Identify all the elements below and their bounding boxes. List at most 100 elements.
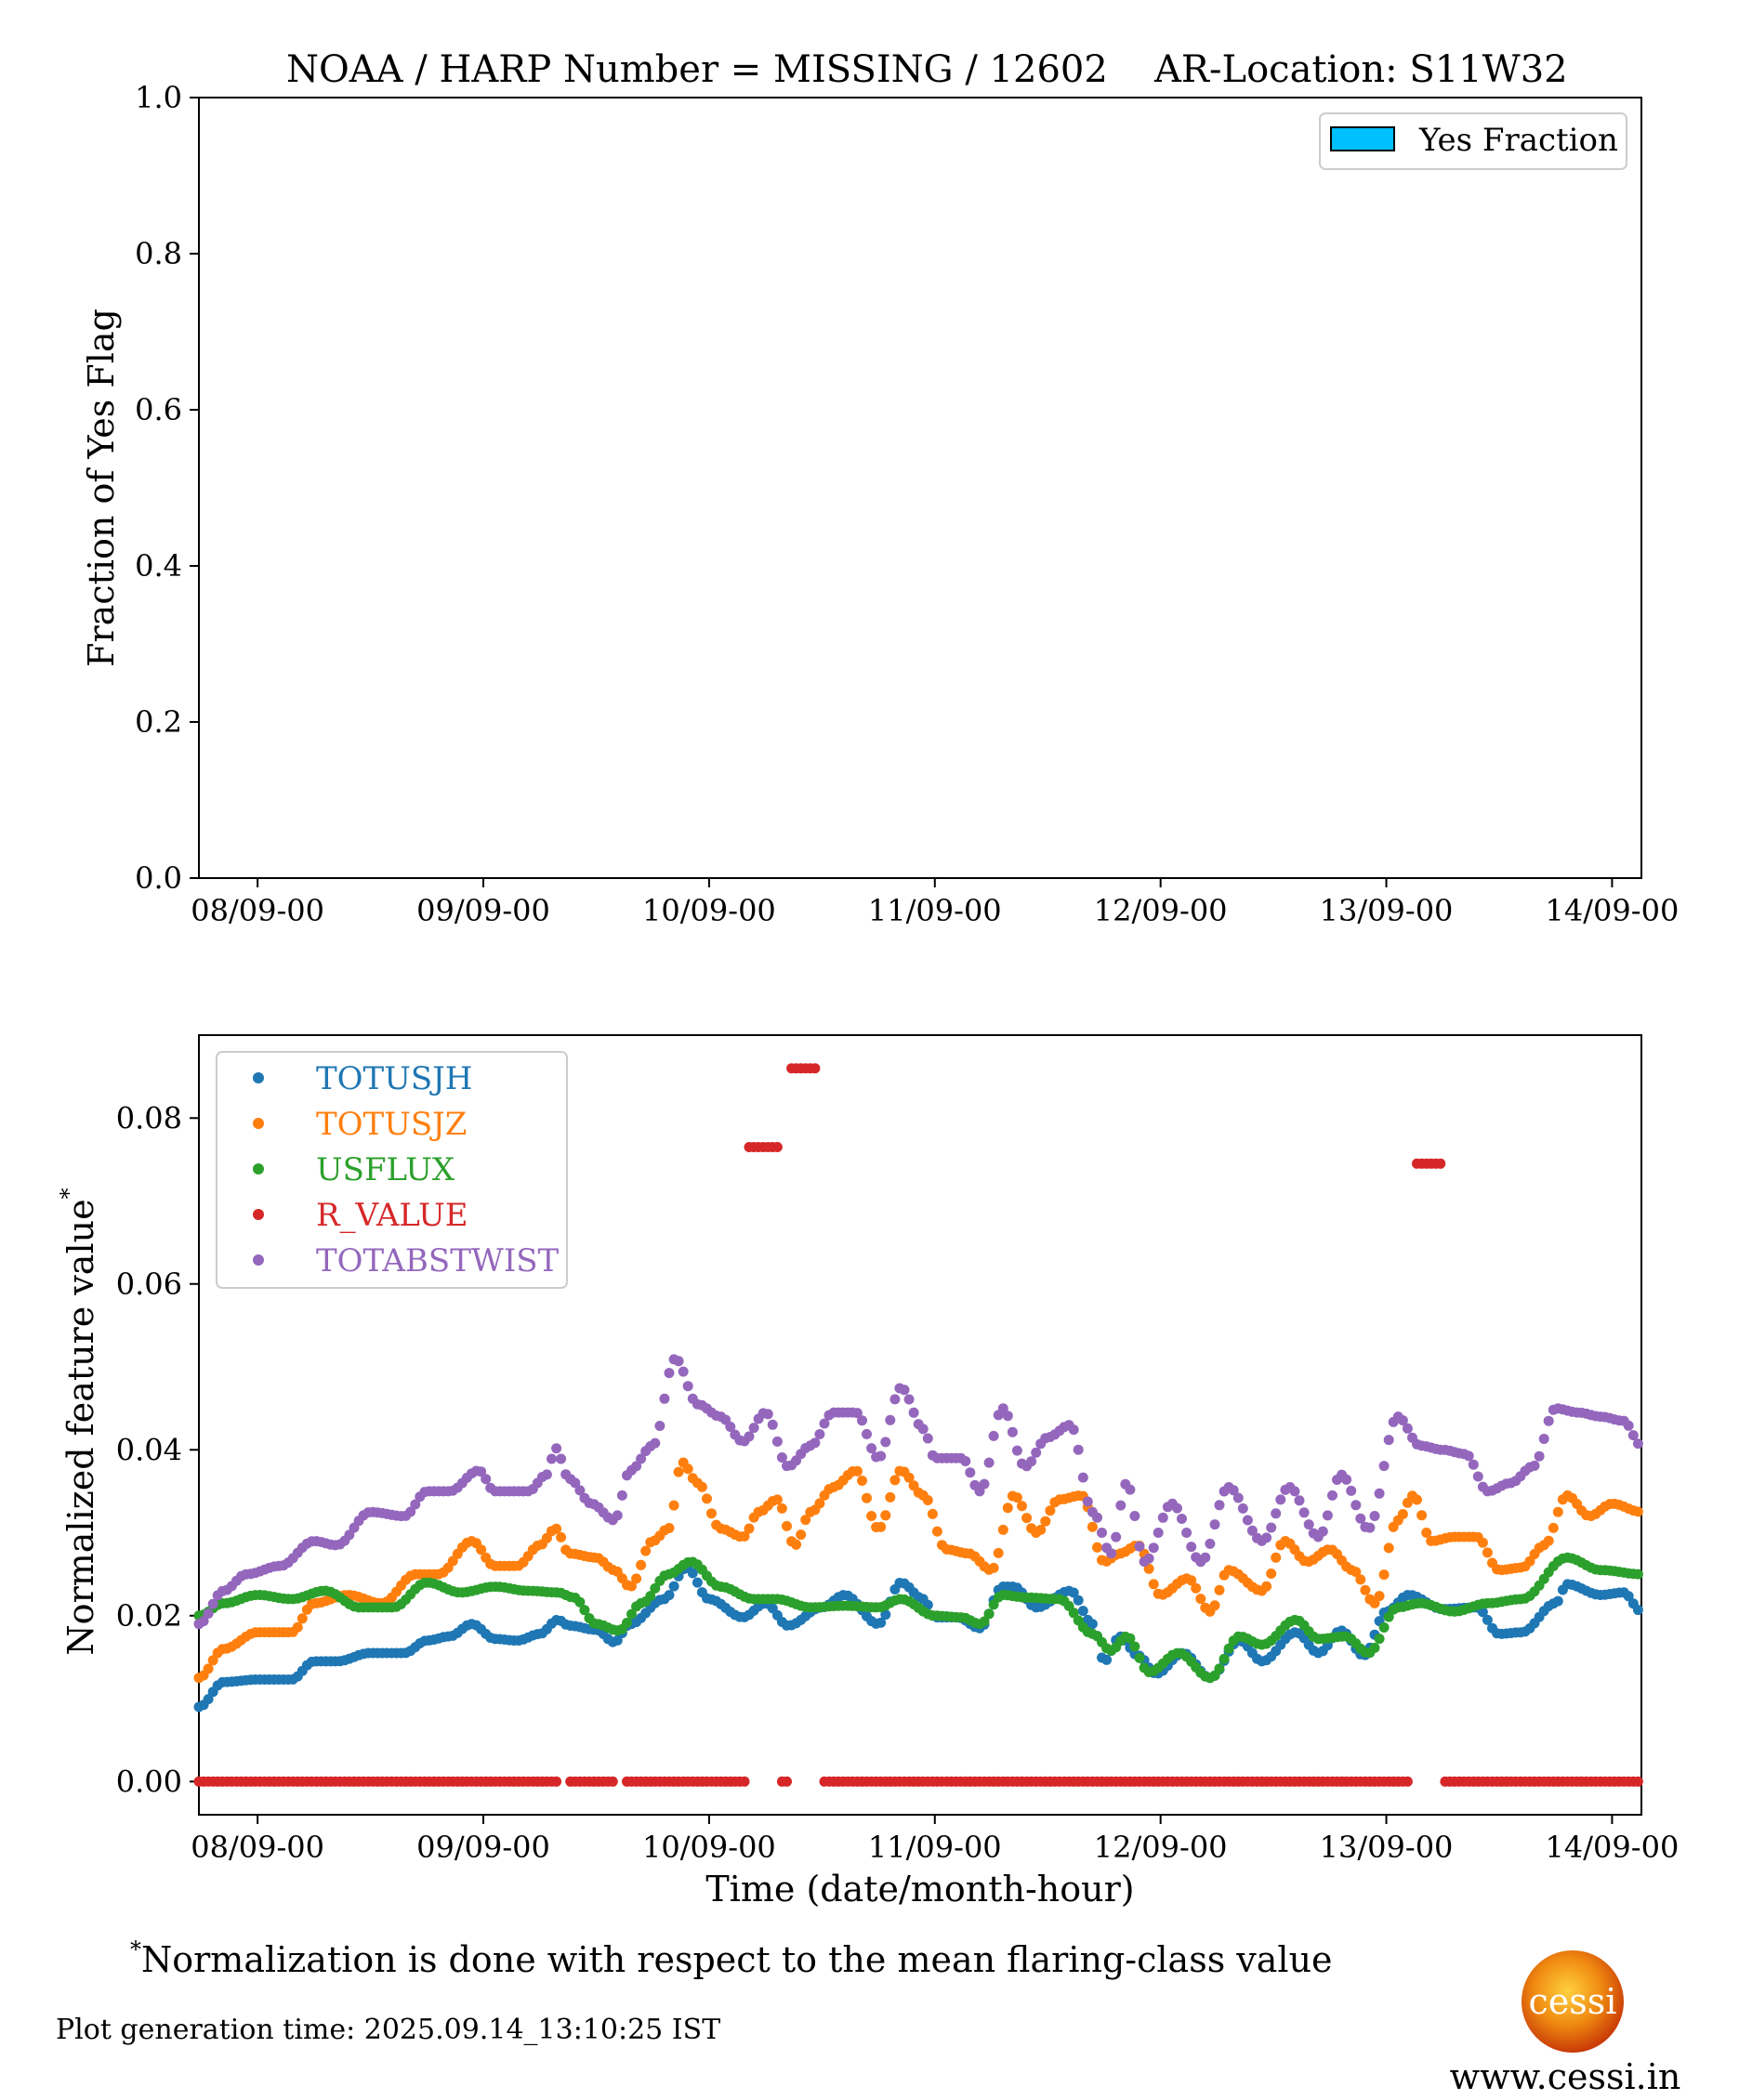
data-point-totabstwist xyxy=(1266,1522,1277,1533)
data-point-totabstwist xyxy=(1200,1552,1211,1563)
data-point-totusjh xyxy=(876,1617,887,1628)
data-point-totabstwist xyxy=(1534,1450,1545,1462)
footnote: *Normalization is done with respect to t… xyxy=(130,1936,1333,1980)
data-point-totusjz xyxy=(744,1523,755,1534)
data-point-totusjz xyxy=(988,1562,999,1573)
data-point-totusjh xyxy=(1077,1606,1088,1617)
data-point-totusjz xyxy=(1017,1501,1027,1512)
top-x-tick-label: 11/09-00 xyxy=(868,893,1002,928)
data-point-totusjz xyxy=(1369,1597,1380,1608)
data-point-totabstwist xyxy=(876,1450,887,1462)
data-point-totusjz xyxy=(1261,1581,1272,1592)
data-point-totusjh xyxy=(664,1590,675,1601)
data-point-totabstwist xyxy=(1538,1434,1549,1444)
top-y-tick-label: 0.8 xyxy=(135,236,182,271)
bottom-y-tick-label: 0.02 xyxy=(116,1598,182,1634)
data-point-totusjh xyxy=(1482,1614,1493,1625)
data-point-totusjz xyxy=(1412,1494,1422,1505)
data-point-totusjz xyxy=(1271,1552,1282,1563)
data-point-totabstwist xyxy=(997,1403,1008,1414)
bottom-y-axis-label: Normalized feature value* xyxy=(56,1188,101,1655)
data-point-totusjz xyxy=(1209,1600,1220,1611)
data-point-totusjz xyxy=(292,1621,303,1633)
data-point-totusjh xyxy=(1552,1595,1563,1607)
data-point-totabstwist xyxy=(922,1433,933,1444)
top-y-tick-label: 0.6 xyxy=(135,392,182,427)
data-point-usflux xyxy=(1214,1663,1225,1674)
data-point-totusjh xyxy=(692,1577,703,1588)
data-point-totusjz xyxy=(800,1515,811,1526)
data-point-totabstwist xyxy=(1322,1510,1333,1521)
data-point-totusjh xyxy=(612,1634,623,1646)
data-point-totabstwist xyxy=(1271,1508,1282,1519)
data-point-totabstwist xyxy=(1327,1490,1337,1501)
data-point-totabstwist xyxy=(664,1368,675,1379)
data-point-totabstwist xyxy=(1186,1542,1197,1553)
data-point-totusjz xyxy=(556,1531,567,1542)
data-point-totabstwist xyxy=(198,1616,209,1627)
data-point-totabstwist xyxy=(1007,1426,1018,1437)
data-point-totusjz xyxy=(922,1495,933,1505)
legend-label-usflux: USFLUX xyxy=(316,1151,455,1188)
bottom-y-tick-label: 0.06 xyxy=(116,1267,182,1302)
data-point-totusjz xyxy=(1021,1513,1033,1524)
legend-marker-totusjh xyxy=(253,1072,264,1083)
chart-title-left: NOAA / HARP Number = MISSING / 12602 xyxy=(286,48,1108,91)
scatter-points xyxy=(193,1063,1643,1787)
data-point-totusjz xyxy=(631,1573,642,1584)
data-point-totabstwist xyxy=(725,1422,736,1432)
data-point-totabstwist xyxy=(1341,1474,1352,1485)
data-point-totabstwist xyxy=(1383,1435,1394,1446)
data-point-totabstwist xyxy=(476,1466,487,1477)
data-point-totabstwist xyxy=(1350,1500,1362,1511)
data-point-totusjz xyxy=(997,1524,1008,1535)
data-point-totusjz xyxy=(866,1511,877,1521)
logo-text: cessi xyxy=(1529,1981,1617,2022)
data-point-totabstwist xyxy=(1073,1444,1084,1455)
sun-icon xyxy=(1522,1950,1624,2053)
data-point-totusjz xyxy=(668,1500,679,1511)
data-point-r-value xyxy=(551,1776,562,1787)
data-point-totusjh xyxy=(668,1581,679,1592)
data-point-r-value xyxy=(771,1142,783,1152)
top-x-tick-label: 14/09-00 xyxy=(1546,893,1680,928)
data-point-totusjz xyxy=(1374,1591,1385,1602)
data-point-totusjz xyxy=(696,1481,707,1492)
top-x-tick-label: 09/09-00 xyxy=(416,893,550,928)
data-point-totabstwist xyxy=(1402,1423,1413,1434)
data-point-totusjz xyxy=(851,1465,863,1477)
data-point-totusjz xyxy=(1092,1542,1102,1553)
legend-marker-totusjz xyxy=(253,1118,264,1129)
data-point-totusjz xyxy=(1266,1568,1277,1579)
data-point-totusjz xyxy=(1087,1521,1098,1532)
data-point-totabstwist xyxy=(1397,1415,1408,1426)
data-point-totusjz xyxy=(1002,1503,1013,1514)
data-point-totabstwist xyxy=(979,1478,990,1490)
data-point-totabstwist xyxy=(1026,1456,1037,1467)
data-point-totabstwist xyxy=(974,1486,985,1497)
data-point-totusjz xyxy=(664,1523,675,1533)
data-point-totabstwist xyxy=(1077,1472,1088,1483)
bottom-x-axis: 08/09-00 09/09-00 10/09-00 11/09-00 12/09-00… xyxy=(191,1815,1679,1865)
data-point-totusjz xyxy=(626,1581,637,1592)
bottom-legend: TOTUSJH TOTUSJZ USFLUX R_VALUE TOTABSTWIST xyxy=(216,1051,568,1289)
data-point-totusjz xyxy=(1421,1528,1432,1538)
data-point-totusjz xyxy=(1040,1516,1051,1527)
data-point-totusjz xyxy=(682,1463,693,1475)
data-point-totabstwist xyxy=(678,1366,689,1377)
data-point-totusjz xyxy=(885,1491,896,1503)
data-point-totabstwist xyxy=(1303,1519,1314,1530)
data-point-usflux xyxy=(1219,1653,1230,1664)
data-point-totabstwist xyxy=(636,1453,647,1464)
data-point-usflux xyxy=(1383,1611,1394,1622)
data-point-totabstwist xyxy=(1148,1542,1159,1554)
data-point-totabstwist xyxy=(1082,1496,1093,1507)
data-point-totusjz xyxy=(551,1523,562,1534)
data-point-totabstwist xyxy=(885,1414,896,1425)
data-point-totabstwist xyxy=(410,1499,421,1510)
data-point-totusjz xyxy=(880,1510,891,1521)
data-point-totabstwist xyxy=(574,1485,586,1496)
data-point-totabstwist xyxy=(1214,1500,1225,1511)
data-point-totabstwist xyxy=(1289,1486,1300,1497)
data-point-totusjz xyxy=(1214,1584,1225,1595)
